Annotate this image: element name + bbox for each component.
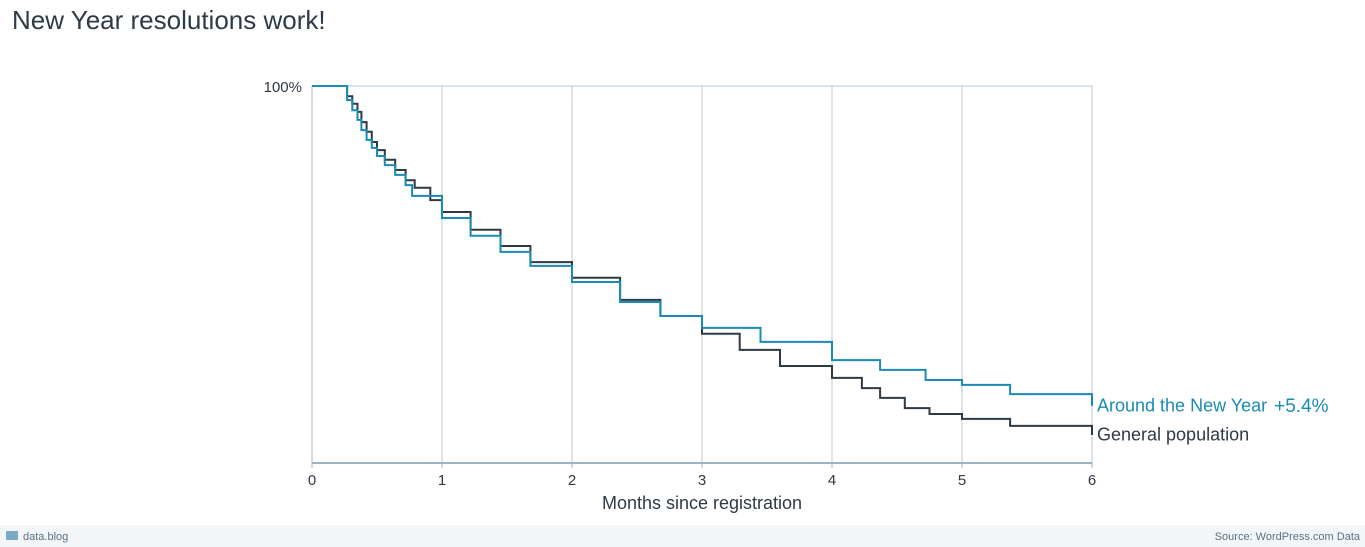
series-annotation: +5.4% [1274,396,1329,417]
footer-bar [0,525,1365,547]
y-tick-label: 100% [264,79,302,96]
footer-brand: data.blog [23,531,68,543]
series-line [312,85,1093,406]
footer-icon [6,531,18,540]
x-tick-label: 0 [308,472,316,489]
x-tick-label: 6 [1088,472,1096,489]
chart-title: New Year resolutions work! [12,5,326,35]
x-tick-label: 3 [698,472,706,489]
x-tick-label: 4 [828,472,836,489]
x-tick-label: 2 [568,472,576,489]
series-label: General population [1097,425,1249,445]
footer-source: Source: WordPress.com Data [1215,531,1361,543]
x-axis-label: Months since registration [602,493,802,513]
series-label: Around the New Year [1097,396,1267,416]
x-tick-label: 5 [958,472,966,489]
x-tick-label: 1 [438,472,446,489]
